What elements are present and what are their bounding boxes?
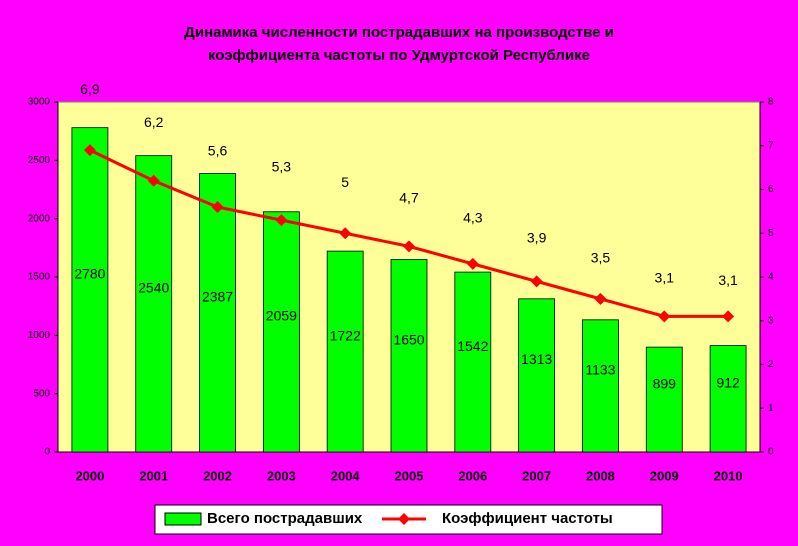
y2-tick-label: 5 <box>768 228 774 239</box>
point-label: 4,3 <box>463 210 483 226</box>
marker <box>275 214 288 227</box>
bar-label: 899 <box>653 375 677 391</box>
bar <box>71 127 109 453</box>
chart-title: Динамика численности пострадавших на про… <box>184 24 614 41</box>
point-label: 3,1 <box>718 272 738 288</box>
legend-label: Коэффициент частоты <box>442 510 613 527</box>
x-tick-label: 2010 <box>714 468 743 483</box>
marker <box>722 310 735 323</box>
y-tick-label: 1500 <box>28 272 51 283</box>
bar <box>454 271 492 453</box>
y2-tick-label: 3 <box>768 315 774 326</box>
bar <box>199 173 236 453</box>
marker <box>339 227 352 240</box>
bar <box>390 259 428 453</box>
point-label: 3,5 <box>591 250 611 266</box>
point-label: 5 <box>341 174 349 190</box>
point-label: 5,6 <box>208 143 228 159</box>
marker <box>83 144 96 157</box>
y-tick-label: 2500 <box>28 155 51 166</box>
point-label: 4,7 <box>399 190 419 206</box>
marker <box>147 174 160 187</box>
bar-label: 2059 <box>266 308 297 324</box>
marker <box>530 275 543 288</box>
point-label: 6,2 <box>144 114 164 130</box>
bar-label: 1133 <box>585 362 615 378</box>
bar-label: 1313 <box>521 351 552 367</box>
bar-label: 1542 <box>457 338 488 354</box>
y-tick-label: 500 <box>33 388 50 399</box>
y2-tick-label: 1 <box>768 403 774 414</box>
marker <box>403 240 415 253</box>
point-label: 3,9 <box>527 230 547 246</box>
x-tick-label: 2001 <box>139 468 168 483</box>
legend-swatch <box>398 513 410 525</box>
y2-tick-label: 7 <box>768 140 774 151</box>
bar-label: 1650 <box>393 331 424 347</box>
y2-tick-label: 8 <box>768 97 774 108</box>
x-tick-label: 2003 <box>267 468 296 483</box>
x-tick-label: 2006 <box>458 468 487 483</box>
x-tick-label: 2007 <box>522 468 551 483</box>
point-label: 3,1 <box>655 270 675 286</box>
bar <box>645 346 683 453</box>
y2-tick-label: 4 <box>768 272 774 283</box>
bar-label: 2387 <box>202 288 233 304</box>
bar <box>262 211 300 453</box>
marker <box>658 310 671 323</box>
x-tick-label: 2000 <box>75 468 104 483</box>
bar <box>709 345 747 453</box>
y-tick-label: 0 <box>44 447 50 458</box>
marker <box>211 201 224 213</box>
bar <box>582 319 619 453</box>
x-tick-label: 2009 <box>650 468 679 483</box>
y2-tick-label: 0 <box>768 447 774 458</box>
y-tick-label: 3000 <box>28 97 51 108</box>
marker <box>594 292 607 305</box>
bar <box>135 155 173 453</box>
bar-label: 2540 <box>138 280 169 296</box>
bar-label: 1722 <box>330 327 361 343</box>
legend-label: Всего пострадавших <box>207 510 363 527</box>
chart-title: коэффициента частоты по Удмуртской Респу… <box>208 47 590 64</box>
y-tick-label: 2000 <box>28 213 51 224</box>
x-tick-label: 2008 <box>586 468 615 483</box>
marker <box>466 257 479 270</box>
y2-tick-label: 2 <box>768 359 774 370</box>
y-tick-label: 1000 <box>28 330 51 341</box>
legend-swatch <box>164 512 202 526</box>
point-label: 6,9 <box>80 81 100 97</box>
bar <box>518 298 556 453</box>
bar-label: 912 <box>716 375 740 391</box>
y2-tick-label: 6 <box>768 184 774 195</box>
x-tick-label: 2005 <box>395 468 424 483</box>
point-label: 5,3 <box>272 158 292 174</box>
x-tick-label: 2004 <box>331 468 361 483</box>
x-tick-label: 2002 <box>203 468 232 483</box>
bar-label: 2780 <box>74 266 105 282</box>
bar <box>326 250 364 453</box>
